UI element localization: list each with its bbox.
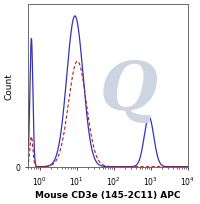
Text: Q: Q (100, 58, 158, 123)
Y-axis label: Count: Count (5, 72, 14, 99)
X-axis label: Mouse CD3e (145-2C11) APC: Mouse CD3e (145-2C11) APC (35, 190, 181, 199)
